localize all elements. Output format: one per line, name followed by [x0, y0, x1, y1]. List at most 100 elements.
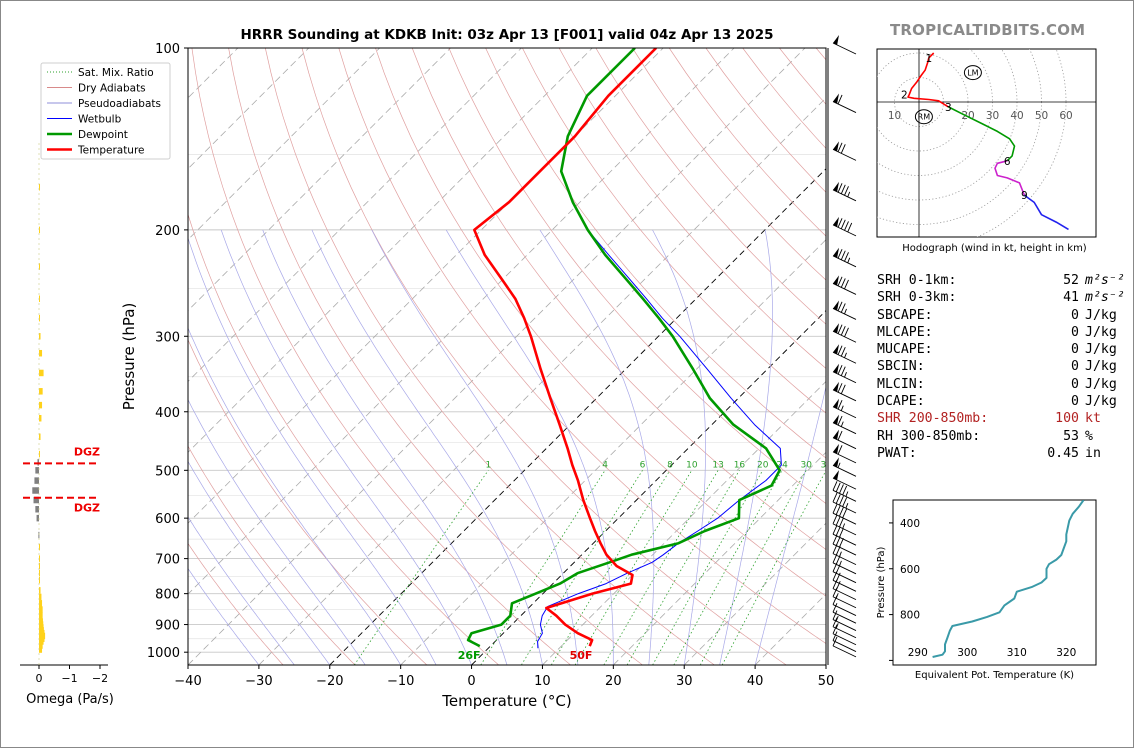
mixing-ratio-line — [652, 470, 764, 665]
stat-value: 41 — [1063, 290, 1079, 306]
stat-row: SHR 200-850mb: 100 kt — [877, 410, 1125, 427]
wind-barb-full — [840, 184, 846, 194]
wind-barb-staff — [832, 571, 857, 584]
wind-barb-full — [842, 485, 848, 496]
legend-label: Temperature — [77, 145, 145, 157]
wind-barb — [832, 429, 857, 450]
stat-row: MUCAPE: 0 J/kg — [877, 341, 1125, 358]
wind-barb — [832, 617, 857, 639]
wind-barbs — [832, 35, 857, 658]
omega-bar — [36, 514, 39, 522]
wind-barb-staff — [832, 645, 857, 658]
theta-e-x-tick-label: 320 — [1056, 647, 1076, 659]
stat-row: SBCIN: 0 J/kg — [877, 358, 1125, 375]
wind-barb-staff — [832, 640, 857, 652]
dry-adiabat-line — [188, 445, 356, 665]
wind-barb — [832, 300, 857, 320]
wind-barb-full — [835, 536, 841, 546]
stat-unit: J/kg — [1085, 359, 1117, 375]
wind-barb-full — [837, 276, 843, 287]
mixing-ratio-label: 16 — [734, 460, 746, 470]
stat-label: SRH 0-3km: — [877, 290, 957, 306]
y-tick-label: 300 — [155, 330, 180, 345]
wind-barb-full — [837, 364, 843, 375]
wind-barb — [832, 624, 857, 646]
stat-unit: J/kg — [1085, 394, 1117, 410]
wind-barb-staff — [832, 611, 857, 624]
hodograph-segment — [948, 106, 1016, 162]
hodograph-height-label: 1 — [925, 53, 932, 65]
omega-bar — [39, 543, 40, 551]
wind-barb-full — [839, 507, 844, 517]
stat-unit: J/kg — [1085, 307, 1117, 323]
hodograph-ring-label: 30 — [986, 110, 999, 122]
wind-barb-flag — [833, 323, 839, 334]
y-tick-label: 900 — [155, 619, 180, 634]
wind-barb — [832, 363, 857, 384]
mixing-ratio-label: 20 — [757, 460, 769, 470]
omega-bar — [39, 369, 44, 377]
x-tick-label: 10 — [534, 674, 551, 689]
y-tick-label: 700 — [155, 553, 180, 568]
omega-bar — [39, 646, 43, 653]
x-tick-label: 30 — [676, 674, 693, 689]
wind-barb-half — [835, 593, 839, 599]
omega-panel: DGZ DGZ 0 −1 −2 Omega (Pa/s) — [20, 143, 114, 707]
wind-barb-full — [837, 400, 843, 410]
wind-barb-staff — [832, 389, 857, 402]
wind-barb-full — [837, 324, 843, 334]
wind-barb-full — [840, 219, 846, 230]
skewt-profiles: 50F 26F — [458, 48, 782, 662]
wind-barb — [832, 631, 857, 652]
wind-barb-full — [840, 144, 846, 154]
wind-barb-full — [839, 495, 844, 506]
wind-barb-staff — [832, 489, 857, 502]
isotherm-line — [400, 239, 826, 665]
x-tick-label: −20 — [316, 674, 343, 689]
surface-dewpoint-label: 26F — [458, 649, 481, 662]
wind-barb-staff — [832, 543, 857, 556]
wind-barb-staff — [832, 588, 857, 601]
theta-e-y-tick-label: 600 — [900, 564, 920, 576]
hodograph-height-label: 3 — [945, 102, 952, 114]
mixing-ratio-label: 36 — [820, 460, 832, 470]
omega-bar — [37, 459, 39, 466]
stat-label: SBCIN: — [877, 359, 925, 375]
wind-barb-flag — [833, 457, 839, 468]
wind-barb-flag — [833, 35, 839, 45]
pseudoadiabat-line — [188, 327, 401, 665]
dry-adiabat-line — [301, 48, 787, 665]
wind-barb-half — [835, 615, 839, 622]
x-tick-label: −40 — [174, 674, 201, 689]
wind-barb-flag — [833, 398, 839, 409]
mixing-ratio-line — [521, 470, 643, 665]
wind-barb-flag — [833, 414, 839, 425]
wind-barb-half — [844, 308, 847, 315]
dry-adiabat-line — [264, 48, 715, 665]
pseudoadiabat-line — [188, 460, 331, 665]
stat-value: 0 — [1071, 324, 1079, 340]
theta-e-y-tick-label: 400 — [900, 518, 920, 530]
wind-barb-staff — [832, 512, 857, 525]
stat-label: SBCAPE: — [877, 307, 933, 323]
storm-motion-marker — [914, 109, 933, 125]
legend-box — [40, 62, 171, 160]
stat-label: MLCAPE: — [877, 324, 933, 340]
omega-bar — [33, 496, 39, 504]
stat-label: SHR 200-850mb: — [877, 411, 989, 427]
surface-temperature-label: 50F — [570, 649, 593, 662]
theta-e-frame — [892, 499, 1097, 666]
pseudoadiabat-line — [262, 229, 508, 665]
isotherm-line — [0, 48, 25, 665]
wind-barb-full — [837, 183, 843, 193]
wind-barb-full — [844, 221, 849, 231]
wind-barb-full — [835, 526, 841, 536]
skewt-plot-frame — [187, 47, 827, 666]
dgz-label: DGZ — [74, 502, 100, 515]
wind-barb — [832, 323, 857, 343]
y-tick-label: 400 — [155, 406, 180, 421]
omega-bar — [39, 183, 40, 191]
mixing-ratio-label: 1 — [485, 460, 491, 470]
stat-label: DCAPE: — [877, 394, 925, 410]
